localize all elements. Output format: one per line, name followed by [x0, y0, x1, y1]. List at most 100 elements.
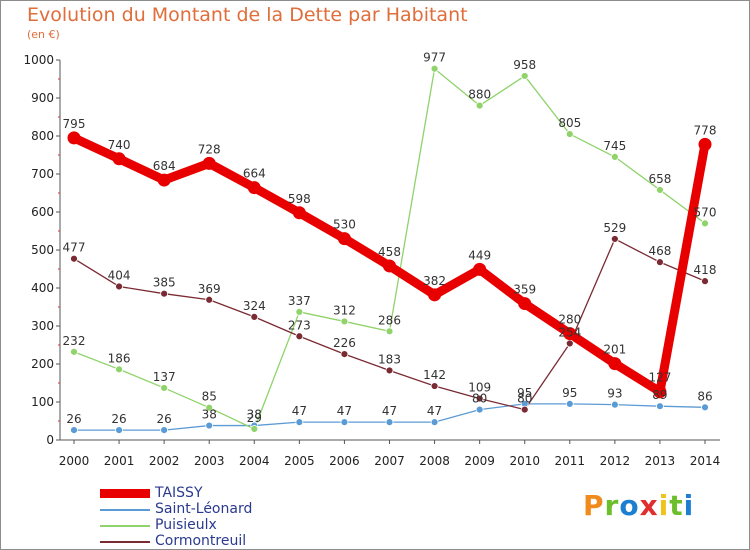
data-point [295, 418, 304, 427]
x-tick-label: 2002 [149, 454, 180, 468]
data-label: 47 [292, 404, 307, 418]
x-tick-label: 2004 [239, 454, 270, 468]
data-label: 977 [423, 51, 446, 65]
data-point [565, 399, 574, 408]
data-point [205, 295, 214, 304]
chart-subtitle: (en €) [27, 28, 60, 41]
data-label: 728 [198, 142, 221, 156]
data-point [247, 181, 261, 195]
y-tick-label: 800 [31, 129, 54, 143]
data-label: 740 [108, 138, 131, 152]
data-point [430, 418, 439, 427]
data-point [520, 405, 529, 414]
data-label: 183 [378, 352, 401, 366]
data-label: 26 [157, 412, 172, 426]
x-tick-label: 2001 [104, 454, 135, 468]
legend-item: Puisieulx [100, 517, 400, 533]
legend-label: Cormontreuil [155, 533, 247, 549]
x-tick-label: 2011 [555, 454, 586, 468]
data-point [115, 282, 123, 291]
data-point [160, 384, 169, 392]
data-label: 404 [108, 268, 131, 282]
logo-letter: i [683, 489, 695, 522]
data-point [70, 254, 78, 263]
data-label: 142 [423, 368, 446, 382]
data-label: 47 [382, 404, 397, 418]
data-point [340, 317, 349, 326]
logo-letter: t [669, 489, 684, 522]
logo-letter: o [619, 489, 640, 522]
data-point [202, 156, 216, 170]
y-tick-label: 0 [46, 433, 54, 447]
data-label: 468 [648, 244, 671, 258]
data-point [430, 64, 439, 73]
data-point [475, 101, 484, 110]
data-label: 80 [472, 392, 487, 406]
data-point [610, 400, 619, 409]
data-label: 312 [333, 303, 356, 317]
data-point [340, 418, 349, 427]
x-tick-label: 2009 [464, 454, 495, 468]
data-label: 385 [153, 276, 176, 290]
legend-swatch [100, 489, 150, 498]
data-point [565, 130, 574, 139]
data-point [70, 347, 78, 356]
data-label: 254 [558, 325, 581, 339]
data-point [610, 152, 619, 161]
data-label: 38 [247, 408, 262, 422]
data-label: 95 [562, 386, 577, 400]
data-point [295, 332, 304, 341]
data-label: 778 [694, 123, 717, 137]
data-point [698, 137, 712, 151]
chart-title: Evolution du Montant de la Dette par Hab… [27, 4, 468, 26]
legend-item: Cormontreuil [100, 533, 400, 549]
legend: TAISSY Saint-Léonard Puisieulx Cormontreuil [100, 485, 400, 549]
x-tick-label: 2013 [645, 454, 676, 468]
data-point [205, 403, 214, 412]
data-point [428, 288, 442, 302]
data-label: 880 [468, 88, 491, 102]
data-label: 93 [607, 387, 622, 401]
y-tick-label: 200 [31, 357, 54, 371]
data-point [250, 312, 259, 321]
x-tick-label: 2006 [329, 454, 360, 468]
data-label: 684 [153, 159, 176, 173]
data-label: 958 [513, 58, 536, 72]
legend-label: TAISSY [155, 485, 203, 501]
data-label: 232 [63, 334, 86, 348]
data-label: 186 [108, 351, 131, 365]
data-label: 418 [694, 263, 717, 277]
data-point [653, 385, 667, 399]
logo-letter: x [639, 489, 659, 522]
y-tick-label: 900 [31, 91, 54, 105]
data-label: 359 [513, 283, 536, 297]
y-tick-label: 500 [31, 243, 54, 257]
data-label: 47 [427, 404, 442, 418]
proxiti-logo: Proxiti [583, 489, 694, 522]
data-point [701, 219, 709, 228]
data-label: 226 [333, 336, 356, 350]
data-label: 337 [288, 294, 311, 308]
logo-letter: r [604, 489, 620, 522]
data-label: 795 [63, 117, 86, 131]
legend-item: TAISSY [100, 485, 400, 501]
data-point [340, 350, 349, 359]
data-label: 286 [378, 313, 401, 327]
legend-swatch [100, 525, 150, 527]
series-points [67, 64, 712, 435]
y-tick-label: 100 [31, 395, 54, 409]
data-label: 280 [558, 313, 581, 327]
data-label: 26 [111, 412, 126, 426]
y-tick-label: 600 [31, 205, 54, 219]
data-point [337, 232, 351, 246]
data-point [160, 289, 169, 298]
x-tick-label: 2012 [600, 454, 631, 468]
data-point [157, 173, 171, 187]
logo-letter: P [583, 489, 605, 522]
data-point [70, 426, 78, 435]
data-label: 369 [198, 282, 221, 296]
data-label: 529 [603, 221, 626, 235]
data-point [475, 394, 484, 403]
